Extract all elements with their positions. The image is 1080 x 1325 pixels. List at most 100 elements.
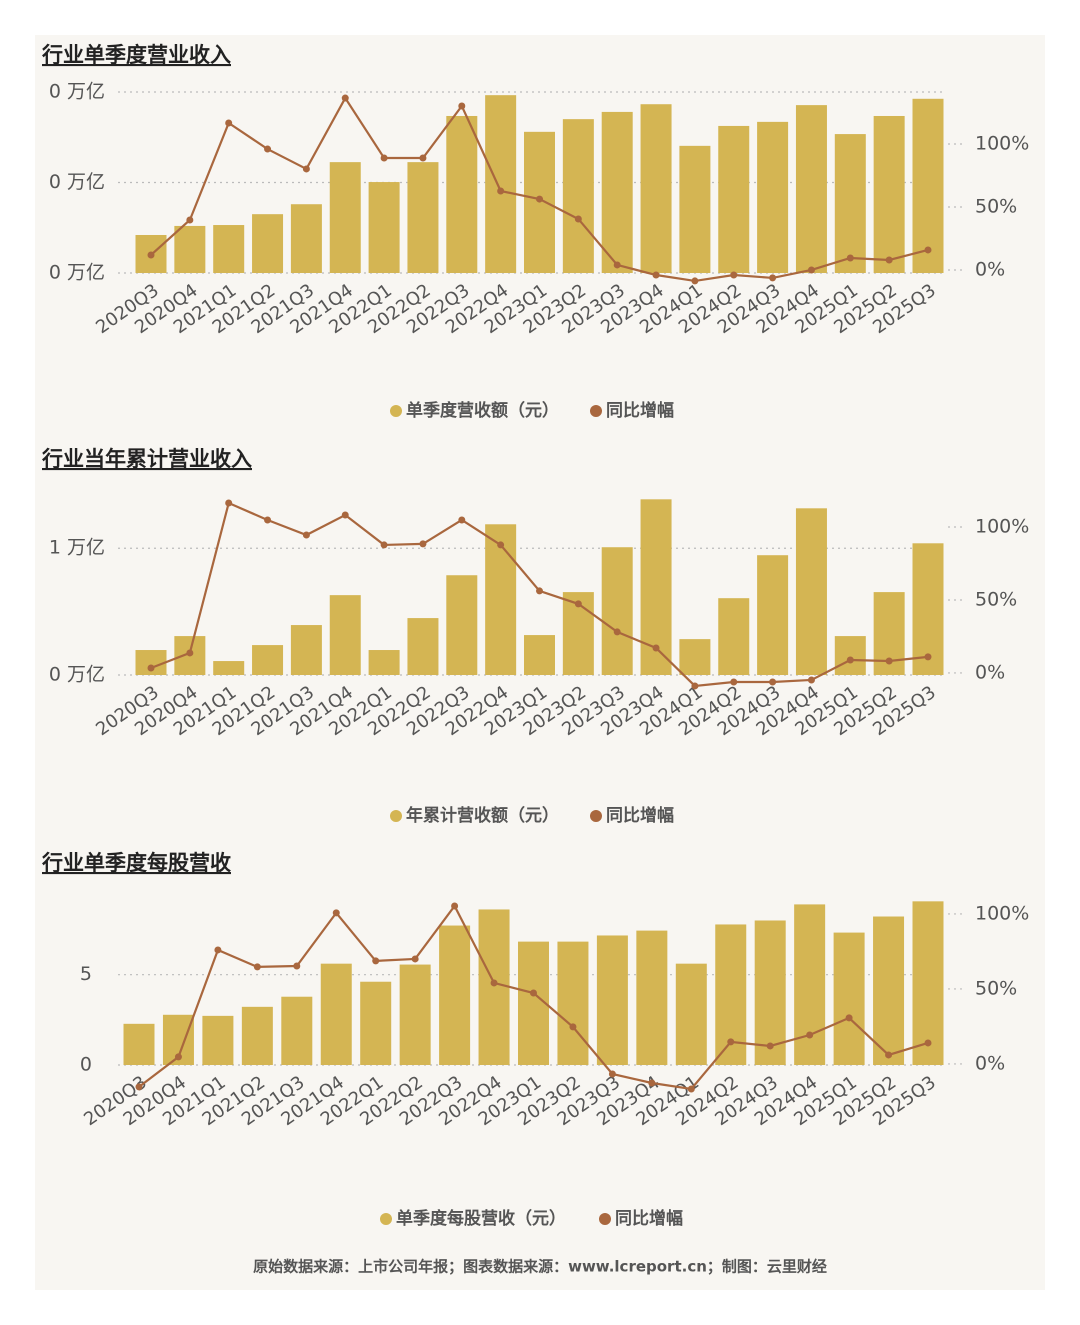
point	[186, 649, 194, 657]
point	[652, 271, 660, 279]
y-tick-label: 0 万亿	[49, 171, 105, 193]
bar	[368, 182, 400, 273]
point	[691, 682, 699, 690]
bar	[834, 636, 866, 675]
point	[253, 963, 261, 971]
bar	[213, 661, 245, 675]
bar	[754, 920, 786, 1065]
bar	[524, 635, 555, 675]
bar	[757, 555, 789, 675]
bar	[290, 204, 322, 273]
y2-tick-label: 0%	[975, 258, 1005, 280]
point	[302, 165, 310, 173]
bar	[252, 645, 284, 675]
bar	[718, 125, 750, 273]
y2-tick-label: 100%	[975, 902, 1029, 924]
point	[806, 1031, 814, 1039]
bar	[795, 508, 827, 675]
point	[341, 511, 349, 519]
point	[807, 266, 815, 274]
point	[846, 254, 854, 262]
bar	[329, 162, 361, 273]
point	[807, 676, 815, 684]
bar	[368, 650, 400, 675]
point	[924, 653, 932, 661]
point	[214, 946, 222, 954]
point	[924, 246, 932, 254]
point	[341, 94, 349, 102]
point	[332, 909, 340, 917]
bar	[557, 941, 589, 1065]
point	[574, 215, 582, 223]
point	[536, 587, 543, 595]
point	[569, 1023, 577, 1031]
bar	[640, 104, 672, 273]
point	[885, 256, 893, 264]
bar	[281, 996, 313, 1065]
point	[608, 1070, 616, 1078]
bar	[174, 225, 206, 273]
bar	[601, 547, 633, 675]
y2-tick-label: 50%	[975, 588, 1017, 610]
legend-marker	[590, 405, 602, 417]
legend-marker	[599, 1213, 611, 1225]
bar	[562, 119, 594, 274]
bar	[213, 225, 245, 273]
legend-marker	[390, 405, 402, 417]
point	[419, 154, 427, 162]
legend-label: 年累计营收额（元）	[406, 805, 559, 826]
legend-label: 同比增幅	[606, 805, 674, 826]
point	[186, 216, 194, 224]
point	[380, 541, 388, 549]
point	[174, 1053, 182, 1061]
point	[411, 955, 419, 963]
y2-tick-label: 0%	[975, 1052, 1005, 1074]
point	[380, 154, 388, 162]
bar	[407, 162, 439, 273]
bar	[718, 598, 750, 675]
point	[687, 1085, 695, 1093]
legend-marker	[390, 810, 402, 822]
bar	[795, 105, 827, 273]
bar	[241, 1006, 273, 1065]
bar	[912, 901, 944, 1065]
point	[652, 644, 660, 652]
point	[490, 979, 498, 987]
chart-title: 行业当年累计营业收入	[41, 447, 252, 471]
point	[769, 678, 777, 686]
point	[372, 957, 380, 965]
bar	[873, 916, 905, 1065]
y-tick-label: 5	[80, 963, 92, 985]
bar	[757, 121, 789, 274]
y-tick-label: 0	[80, 1054, 92, 1076]
bar	[123, 1023, 155, 1065]
bar	[320, 963, 352, 1065]
legend-label: 同比增幅	[606, 400, 674, 421]
legend-label: 单季度营收额（元）	[406, 400, 559, 421]
bar	[446, 115, 478, 273]
bar	[485, 95, 517, 273]
bar	[596, 935, 628, 1065]
point	[135, 1083, 143, 1091]
point	[147, 251, 155, 259]
bar	[675, 963, 707, 1065]
point	[225, 499, 233, 507]
y2-tick-label: 50%	[975, 977, 1017, 999]
y2-tick-label: 100%	[975, 515, 1029, 537]
point	[458, 516, 466, 524]
bar	[679, 639, 711, 675]
y2-tick-label: 0%	[975, 661, 1005, 683]
bar	[446, 575, 478, 675]
point	[419, 540, 427, 548]
bar	[360, 981, 392, 1065]
point	[147, 664, 155, 672]
legend-label: 同比增幅	[615, 1208, 683, 1229]
y2-tick-label: 50%	[975, 195, 1017, 217]
chart-title: 行业单季度每股营收	[41, 851, 231, 875]
bar	[399, 964, 431, 1065]
point	[264, 516, 272, 524]
point	[691, 277, 699, 285]
point	[885, 657, 893, 665]
footer: 原始数据来源：上市公司年报；图表数据来源：www.lcreport.cn；制图：…	[253, 1258, 827, 1276]
point	[536, 195, 543, 203]
